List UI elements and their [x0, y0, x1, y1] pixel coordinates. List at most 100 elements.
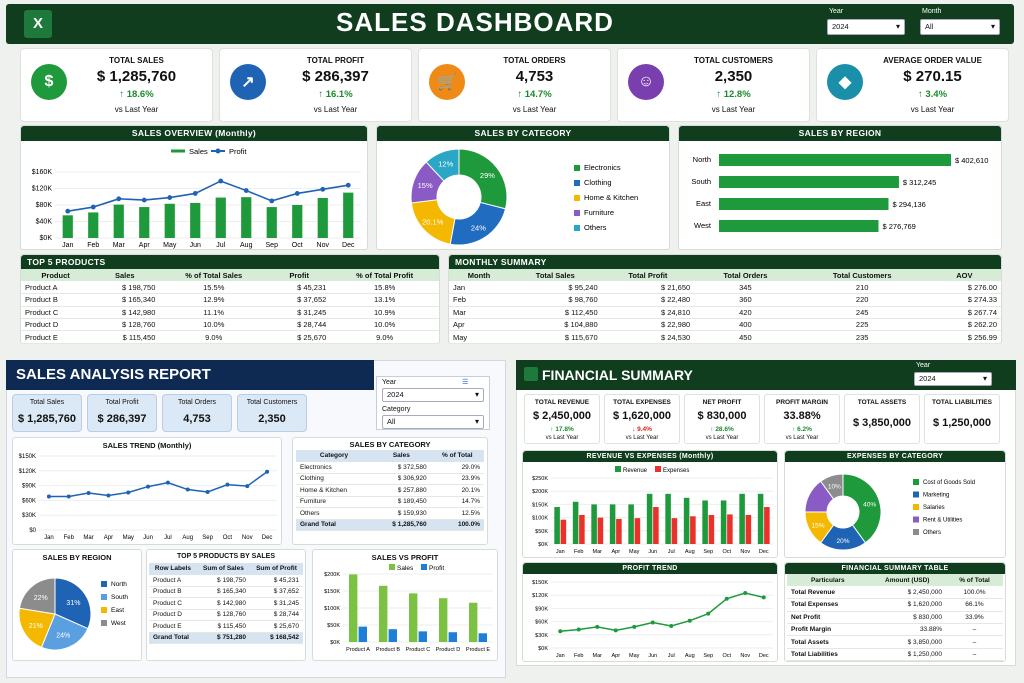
revenue-bar: [739, 493, 745, 544]
report-category-select[interactable]: All: [382, 415, 484, 429]
table-cell: 29.0%: [430, 461, 484, 474]
trend-point: [46, 494, 51, 499]
up-arrow-icon: ↑: [716, 89, 724, 100]
up-arrow-icon: ↑: [517, 89, 525, 100]
legend-swatch: [913, 479, 919, 485]
legend-label: North: [111, 581, 127, 588]
table-row: Total Liabilities $ 1,250,000–: [787, 648, 1003, 662]
users-icon: ☺: [628, 64, 664, 100]
legend-swatch: [913, 504, 919, 510]
report-title: SALES ANALYSIS REPORT: [16, 366, 211, 383]
table-cell: Product E: [21, 330, 91, 344]
expense-bar: [634, 518, 641, 544]
report-region-title: SALES BY REGION: [42, 553, 112, 562]
x-tick-label: Apr: [104, 535, 113, 541]
table-cell: $ 198,750: [90, 281, 160, 295]
report-kpi-card: Total Customers 2,350: [237, 394, 307, 432]
profit-trend-point: [576, 627, 581, 632]
x-tick-label: Jun: [648, 653, 657, 659]
pie-data-label: 24%: [56, 632, 70, 639]
table-cell: Furniture: [296, 496, 373, 508]
y-tick-label: $150K: [324, 589, 340, 595]
table-cell: 14.7%: [430, 496, 484, 508]
table-cell: $ 45,231: [268, 281, 331, 295]
region-data-label: $ 276,769: [882, 222, 915, 231]
table-row: Mar $ 112,450 $ 24,810 420 245 $ 267.74: [449, 306, 1001, 320]
legend-label: West: [111, 620, 126, 627]
legend-label: Sales: [397, 565, 414, 572]
x-tick-label: Apr: [139, 242, 151, 249]
sales-bar: [266, 207, 277, 238]
revenue-bar: [572, 501, 579, 544]
table-header-cell: % of Total: [430, 450, 484, 462]
up-arrow-icon: ↑: [917, 89, 926, 100]
financial-year-select[interactable]: 2024: [914, 372, 992, 386]
expenses-category-panel: EXPENSES BY CATEGORY 40% 20% 15% 10% Cost of…: [784, 450, 1006, 558]
year-select[interactable]: 2024: [827, 19, 905, 35]
pie-slice: [842, 473, 882, 544]
kpi-value: $ 270.15: [903, 68, 962, 85]
table-cell: 10.0%: [159, 318, 269, 332]
table-cell: $ 115,450: [196, 620, 250, 633]
table-cell: $ 22,980: [601, 318, 695, 332]
table-cell: 235: [796, 330, 928, 344]
table-row: Apr $ 104,880 $ 22,980 400 225 $ 262.20: [449, 318, 1001, 332]
table-header-cell: Total Customers: [796, 269, 928, 282]
category-donut-chart: 29% 24% 20.1% 15% 12% Electronics Clothing Home…: [410, 148, 638, 246]
financial-summary-table: Particulars Amount (USD)% of Total Total R…: [787, 574, 1003, 662]
expense-bar: [764, 507, 770, 544]
table-cell: Total Expenses: [787, 598, 869, 612]
table-cell: $ 25,670: [249, 620, 303, 633]
table-cell: $ 830,000: [868, 611, 946, 625]
y-tick-label: $250K: [532, 476, 548, 482]
table-row: Product A $ 198,750 15.5% $ 45,231 15.8%: [21, 281, 439, 295]
month-select[interactable]: All: [920, 19, 1000, 35]
table-header-cell: Total Profit: [601, 269, 695, 282]
sales-bar: [62, 215, 73, 238]
pie-data-label: 20.1%: [422, 218, 444, 227]
table-cell: –: [945, 648, 1003, 662]
expense-bar: [708, 514, 715, 544]
report-category-title: SALES BY CATEGORY: [349, 440, 431, 449]
report-kpi-label: Total Orders: [177, 399, 217, 406]
table-cell: 20.1%: [430, 484, 484, 497]
expense-bar: [727, 514, 733, 544]
sales-bar: [164, 203, 175, 238]
legend-label: Clothing: [584, 178, 612, 187]
table-cell: 225: [796, 318, 928, 332]
financial-kpi-change: ↑ 6.2%: [765, 426, 839, 433]
y-tick-label: $150K: [532, 502, 548, 508]
sales-vs-profit-panel: SALES VS PROFIT $0K $50K $100K $150K $200K Pr…: [312, 549, 498, 661]
financial-kpi-change: ↑ 28.6%: [685, 426, 759, 433]
profit-bar: [478, 633, 487, 642]
table-row: Electronics $ 372,580 29.0%: [296, 461, 484, 474]
table-cell: $ 306,920: [372, 473, 431, 485]
profit-point: [141, 197, 147, 203]
region-label: North: [693, 155, 711, 164]
table-row: Home & Kitchen $ 257,880 20.1%: [296, 484, 484, 497]
table-cell: 10.9%: [330, 306, 439, 320]
table-cell: Product C: [149, 597, 197, 610]
profit-trend-point: [724, 596, 729, 601]
x-tick-label: Oct: [722, 653, 731, 659]
revenue-expenses-title: REVENUE VS EXPENSES (Monthly): [523, 451, 777, 462]
table-row: Product B $ 165,340 $ 37,652: [149, 586, 303, 598]
legend-label: Sales: [189, 147, 208, 156]
pie-data-label: 31%: [66, 600, 80, 607]
filter-clear-icon[interactable]: ☰: [462, 379, 469, 386]
table-cell: 12.5%: [430, 507, 484, 520]
category-panel: SALES BY CATEGORY 29% 24% 20.1% 15% 12% Elect…: [376, 125, 670, 250]
table-total-cell: Grand Total: [296, 519, 373, 531]
revenue-bar: [646, 493, 653, 544]
sales-bar: [469, 602, 478, 642]
sales-bar: [113, 204, 124, 238]
financial-kpi-card: TOTAL REVENUE $ 2,450,000 ↑ 17.8% vs Last Y…: [524, 394, 600, 444]
sales-bar: [215, 197, 226, 238]
growth-chart-icon: ↗: [230, 64, 266, 100]
financial-kpi-card: NET PROFIT $ 830,000 ↑ 28.6% vs Last Year: [684, 394, 760, 444]
x-tick-label: Mar: [593, 653, 603, 659]
report-year-select[interactable]: 2024: [382, 388, 484, 402]
table-row: Others $ 159,930 12.5%: [296, 507, 484, 520]
financial-title: FINANCIAL SUMMARY: [542, 367, 693, 383]
x-tick-label: Product B: [376, 647, 400, 653]
